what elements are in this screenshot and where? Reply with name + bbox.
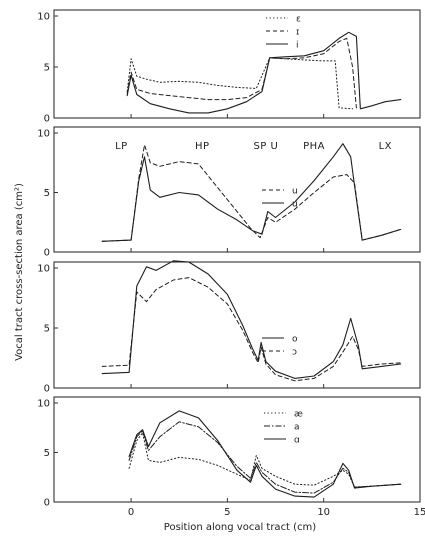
series-line — [359, 99, 402, 110]
region-label: LP — [115, 141, 128, 152]
y-tick-label: 0 — [44, 114, 50, 125]
y-tick-label: 5 — [44, 448, 50, 459]
legend-label: ɑ — [294, 436, 300, 446]
x-tick-label: 0 — [128, 507, 134, 518]
panel-frame — [53, 396, 421, 503]
panel-2: 0 5 10 LP HP SP U PHA LX uu — [37, 126, 421, 259]
y-tick-label: 0 — [44, 498, 50, 509]
x-axis-label: Position along vocal tract (cm) — [164, 522, 317, 533]
y-axis-label: Vocal tract cross-section area (cm²) — [14, 183, 25, 361]
x-tick-label: 5 — [224, 507, 230, 518]
series-line — [128, 421, 402, 494]
series-line — [126, 31, 361, 114]
y-tick-label: 5 — [44, 324, 50, 335]
y-tick-label: 5 — [44, 188, 50, 199]
region-label: PHA — [303, 141, 325, 152]
series-line — [128, 410, 402, 498]
y-tick-label: 5 — [44, 63, 50, 74]
region-label: HP — [195, 141, 210, 152]
series-line — [128, 432, 402, 488]
panel-4: 0 5 10 0 5 10 15 æaɑ — [37, 396, 425, 518]
legend-label: æ — [294, 410, 303, 420]
panels-group: 0 5 10 εɪi 0 5 10 LP HP SP U PHA LX uu 0 5 10 oɔ 0 5 10 0 5 10… — [37, 9, 425, 518]
series-line — [101, 143, 402, 242]
legend-label: i — [296, 41, 299, 51]
y-tick-label: 0 — [44, 384, 50, 395]
y-tick-label: 0 — [44, 248, 50, 259]
series-line — [101, 144, 402, 242]
legend-label: u — [292, 187, 298, 197]
legend-label: ε — [296, 15, 301, 25]
panel-3: 0 5 10 oɔ — [37, 260, 421, 395]
panel-frame — [53, 9, 421, 119]
y-tick-label: 10 — [37, 264, 50, 275]
panel-1: 0 5 10 εɪi — [37, 9, 421, 125]
legend-label: u — [292, 200, 298, 210]
y-tick-label: 10 — [37, 129, 50, 140]
series-line — [126, 37, 357, 109]
panel-frame — [53, 126, 421, 253]
legend-label: ɪ — [296, 28, 299, 38]
series-line — [101, 277, 402, 382]
series-line — [126, 57, 354, 110]
x-tick-label: 10 — [317, 507, 330, 518]
y-tick-label: 10 — [37, 399, 50, 410]
region-label: SP U — [253, 141, 278, 152]
region-label: LX — [379, 141, 392, 152]
legend-label: a — [294, 423, 300, 433]
legend-label: ɔ — [292, 348, 297, 358]
x-tick-label: 15 — [414, 507, 425, 518]
legend-label: o — [292, 335, 298, 345]
panel-frame — [53, 261, 421, 389]
series-line — [101, 260, 402, 379]
y-tick-label: 10 — [37, 12, 50, 23]
